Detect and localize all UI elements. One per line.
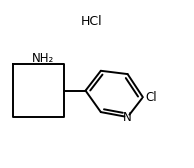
Text: N: N	[123, 111, 132, 123]
Text: NH₂: NH₂	[32, 52, 55, 65]
Text: Cl: Cl	[146, 91, 157, 104]
Text: HCl: HCl	[81, 15, 102, 28]
